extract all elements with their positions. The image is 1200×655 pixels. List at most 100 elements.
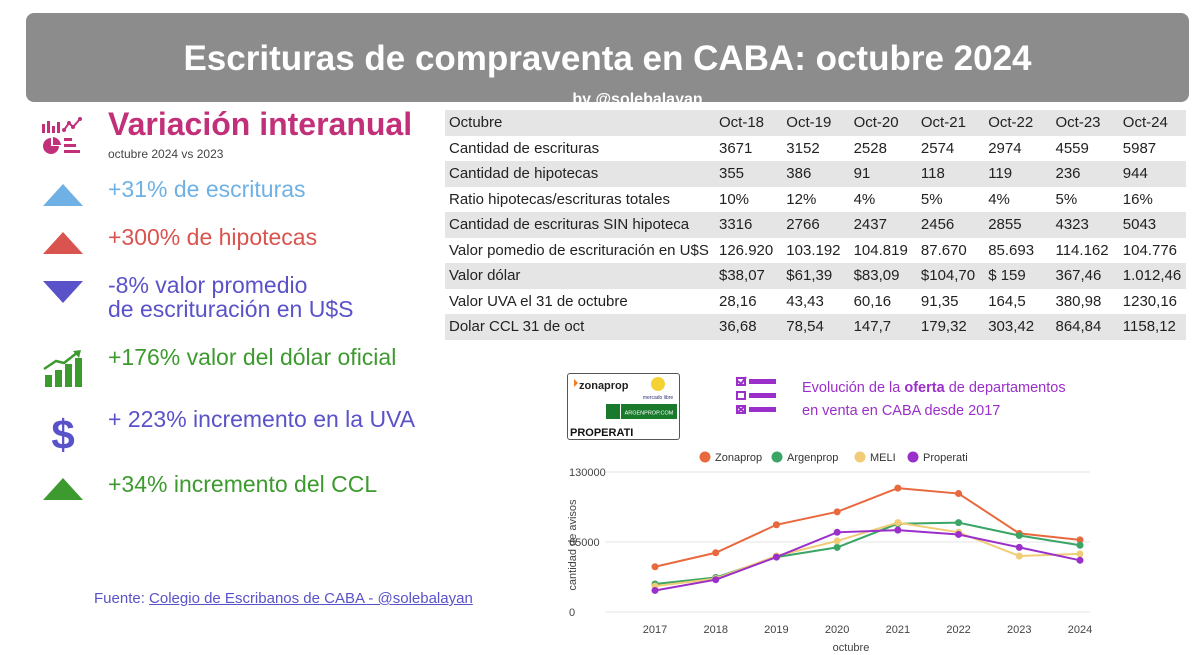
mercadolibre-logo-icon — [651, 377, 665, 391]
data-point — [955, 490, 963, 498]
row-label: Valor UVA el 31 de octubre — [445, 288, 715, 314]
header-banner: Escrituras de compraventa en CABA: octub… — [26, 13, 1189, 108]
table-cell: 2528 — [849, 135, 917, 161]
zonaprop-logo: zonaprop — [579, 380, 629, 392]
oferta-text: de departamentos — [944, 380, 1066, 396]
series-line — [654, 487, 1081, 568]
table-cell: 103.192 — [782, 237, 850, 263]
row-label: Cantidad de escrituras — [445, 135, 715, 161]
y-tick-label: 65000 — [569, 537, 600, 549]
x-tick-label: 2018 — [703, 624, 727, 636]
y-tick-label: 130000 — [569, 467, 606, 479]
row-label: Valor dólar — [445, 263, 715, 289]
data-point — [833, 537, 841, 545]
data-point — [833, 508, 841, 516]
column-header: Octubre — [445, 110, 715, 136]
source-note: Fuente: Colegio de Escribanos de CABA - … — [94, 590, 473, 607]
byline: by @solebalayan — [572, 91, 703, 108]
table-cell: 2574 — [916, 135, 985, 161]
table-cell: $83,09 — [849, 263, 917, 289]
data-point — [651, 586, 659, 594]
table-row: Valor dólar $38,07 $61,39 $83,09 $104,70 $ 15… — [445, 263, 1187, 289]
stat-text: +34% incremento del CCL — [108, 471, 378, 497]
table-cell: 3671 — [715, 135, 783, 161]
table-cell: 4% — [849, 186, 917, 212]
data-point — [772, 553, 780, 561]
legend-label: Argenprop — [787, 452, 838, 464]
stat-text: +176% valor del dólar oficial — [108, 344, 397, 370]
oferta-text: Evolución de la — [802, 380, 905, 396]
highlights-title: Variación interanual — [108, 106, 413, 142]
stat-text: + 223% incremento en la UVA — [108, 406, 416, 432]
table-row: Dolar CCL 31 de oct 36,68 78,54 147,7 179,32… — [445, 314, 1187, 340]
triangle-up-icon — [43, 478, 83, 500]
table-cell: 386 — [782, 161, 850, 187]
data-point — [1015, 552, 1023, 560]
dollar-sign-icon: $ — [51, 411, 74, 455]
table-cell: 3152 — [782, 135, 850, 161]
table-cell: 303,42 — [984, 314, 1052, 340]
column-header: Oct-20 — [849, 110, 917, 136]
legend-label: MELI — [870, 452, 896, 464]
table-cell: 355 — [715, 161, 783, 187]
table-cell: 78,54 — [782, 314, 850, 340]
stat-valor-promedio: -8% valor promedio de escrituración en U… — [108, 273, 353, 321]
data-point — [651, 563, 659, 571]
table-cell: $61,39 — [782, 263, 850, 289]
column-header: Oct-23 — [1051, 110, 1119, 136]
data-table: Octubre Oct-18 Oct-19 Oct-20 Oct-21 Oct-22 Oct… — [445, 110, 1187, 340]
table-cell: 2766 — [782, 212, 850, 238]
table-cell: 91 — [849, 161, 917, 187]
x-tick-label: 2022 — [946, 624, 970, 636]
argenprop-logo-bg — [621, 404, 677, 419]
legend-marker — [699, 451, 711, 463]
table-cell: 1.012,46 — [1118, 263, 1187, 289]
legend-marker — [907, 451, 919, 463]
table-cell: 85.693 — [984, 237, 1052, 263]
page-title: Escrituras de compraventa en CABA: octub… — [183, 39, 1032, 78]
oferta-line2: en venta en CABA desde 2017 — [802, 403, 1001, 419]
analytics-icon — [42, 117, 82, 154]
properati-logo: PROPERATI — [570, 427, 633, 439]
column-header: Oct-22 — [984, 110, 1052, 136]
x-tick-label: 2024 — [1068, 624, 1092, 636]
legend-label: Zonaprop — [715, 452, 762, 464]
table-cell: 10% — [715, 186, 783, 212]
data-point — [1015, 532, 1023, 540]
table-cell: 104.819 — [849, 237, 917, 263]
table-cell: $104,70 — [916, 263, 985, 289]
source-link[interactable]: Colegio de Escribanos de CABA - @solebal… — [149, 590, 473, 607]
stat-ccl: +34% incremento del CCL — [108, 472, 377, 496]
y-tick-label: 0 — [569, 607, 575, 619]
oferta-caption: Evolución de la oferta de departamentos … — [802, 377, 1066, 423]
table-cell: 5% — [1051, 186, 1119, 212]
table-cell: 16% — [1118, 186, 1187, 212]
table-cell: 864,84 — [1051, 314, 1119, 340]
table-row: Valor pomedio de escrituración en U$S 126… — [445, 237, 1187, 263]
table-cell: $ 159 — [984, 263, 1052, 289]
table-cell: 147,7 — [849, 314, 917, 340]
table-cell: 164,5 — [984, 288, 1052, 314]
table-cell: 5% — [916, 186, 985, 212]
table-cell: 5043 — [1118, 212, 1187, 238]
row-label: Cantidad de escrituras SIN hipoteca — [445, 212, 715, 238]
argenprop-logo-icon — [606, 404, 620, 419]
offer-line-chart: 0 65000 130000 2017 2018 2019 2020 2021 2022 2023… — [567, 451, 1092, 654]
data-point — [894, 526, 902, 534]
stat-text: -8% valor promedio — [108, 272, 308, 298]
stat-text: +31% de escrituras — [108, 176, 306, 202]
column-header: Oct-18 — [715, 110, 783, 136]
column-header: Oct-21 — [916, 110, 985, 136]
growth-chart-icon — [43, 350, 82, 387]
data-point — [1015, 543, 1023, 551]
series-line — [654, 529, 1081, 592]
data-point — [712, 576, 720, 584]
source-prefix: Fuente: — [94, 590, 150, 607]
table-cell: 4559 — [1051, 135, 1119, 161]
x-axis-label: octubre — [833, 642, 870, 654]
data-point — [1076, 550, 1084, 558]
x-tick-label: 2019 — [764, 624, 788, 636]
table-cell: 2855 — [984, 212, 1052, 238]
x-tick-label: 2023 — [1007, 624, 1031, 636]
data-point — [894, 484, 902, 492]
